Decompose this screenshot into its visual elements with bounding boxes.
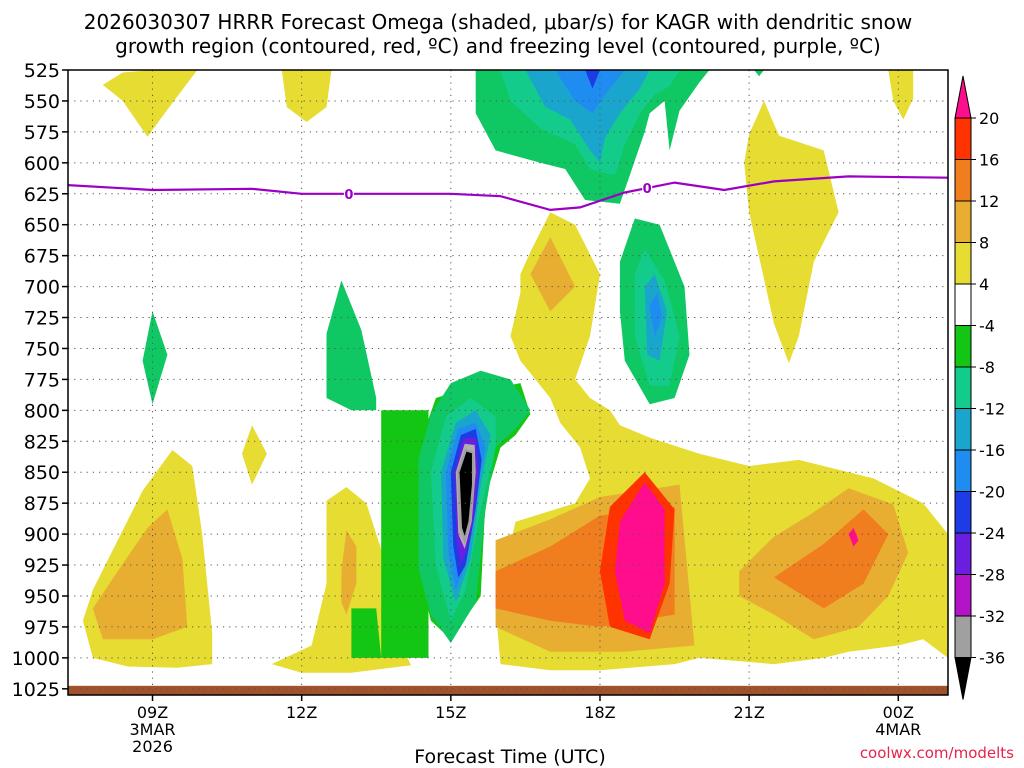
colorbar-segment-2 <box>954 159 972 202</box>
y-tick-label-825: 825 <box>24 431 60 453</box>
freezing-level-label-bg-1 <box>642 181 653 196</box>
y-tick-label-750: 750 <box>24 338 60 360</box>
omega-region-pos20-31 <box>614 482 665 634</box>
chart-title-line-2: growth region (contoured, red, ºC) and f… <box>115 34 881 58</box>
colorbar-label-11: -28 <box>979 566 1005 585</box>
y-tick-label-700: 700 <box>24 277 60 299</box>
surface-ground-strip <box>68 685 948 695</box>
omega-region-neg24-37 <box>585 70 600 89</box>
colorbar-label-4: 4 <box>979 275 989 294</box>
freezing-level-label-1: 0 <box>643 182 652 197</box>
y-tick-label-1000: 1000 <box>12 648 60 670</box>
x-tick-label-00Z-1: 4MAR <box>875 720 921 739</box>
colorbar-segment-5 <box>954 283 972 326</box>
colorbar-label-2: 12 <box>979 192 999 211</box>
colorbar-label-3: 8 <box>979 234 989 253</box>
x-tick-label-00Z-0: 00Z <box>883 703 914 722</box>
omega-core-outline-0 <box>457 448 475 545</box>
colorbar-segment-7 <box>954 366 972 409</box>
freezing-level-label-0: 0 <box>344 188 353 203</box>
omega-region-pos12-23 <box>774 509 889 609</box>
colorbar-top-arrow <box>954 75 972 119</box>
y-tick-label-850: 850 <box>24 462 60 484</box>
colorbar-label-5: -4 <box>979 317 995 336</box>
omega-region-pos8-12 <box>92 509 188 640</box>
omega-shading-layer <box>68 70 948 695</box>
omega-region-pos4-1 <box>281 70 332 122</box>
colorbar-segment-6 <box>954 325 972 368</box>
x-tick-label-09Z-0: 09Z <box>137 703 168 722</box>
omega-region-neg4-9 <box>351 608 382 658</box>
plot-frame <box>67 69 949 696</box>
colorbar-bottom-arrow <box>954 657 972 700</box>
omega-region-pos8-13 <box>341 530 357 615</box>
colorbar: 20 16 12 8 4 -4 -8 -12 -16 -20 -24 -28 -32 -36 <box>954 75 1005 700</box>
y-tick-label-600: 600 <box>24 153 60 175</box>
omega-region-neg20-34 <box>649 292 663 337</box>
omega-region-neg8-18 <box>142 311 168 405</box>
omega-region-neg8-17 <box>326 280 377 411</box>
chart-title-line-1: 2026030307 HRRR Forecast Omega (shaded, … <box>84 10 912 34</box>
y-tick-label-900: 900 <box>24 524 60 546</box>
y-tick-label-525: 525 <box>24 60 60 82</box>
omega-region-pos4-7 <box>242 425 267 485</box>
omega-region-pos8-11 <box>530 237 576 312</box>
freezing-level-label-bg-0 <box>343 186 354 201</box>
y-tick-label-725: 725 <box>24 308 60 330</box>
y-tick-label-875: 875 <box>24 493 60 515</box>
gridlines <box>68 69 948 695</box>
freezing-level-line <box>67 175 949 212</box>
y-axis: 525 550 575 600 625 650 675 700 725 750 775 800 825 8… <box>12 60 68 701</box>
omega-region-neg20-35 <box>555 70 625 114</box>
omega-region-neg8-21 <box>754 70 764 77</box>
y-tick-label-975: 975 <box>24 617 60 639</box>
colorbar-label-13: -36 <box>979 649 1005 668</box>
x-tick-label-12Z-0: 12Z <box>286 703 317 722</box>
colorbar-label-7: -12 <box>979 400 1005 419</box>
omega-region-pos4-2 <box>888 70 914 120</box>
y-tick-label-950: 950 <box>24 586 60 608</box>
y-tick-label-775: 775 <box>24 369 60 391</box>
colorbar-segment-9 <box>954 449 972 492</box>
x-tick-label-18Z-0: 18Z <box>584 703 615 722</box>
watermark-text: coolwx.com/modelts <box>860 744 1014 762</box>
y-tick-label-550: 550 <box>24 91 60 113</box>
omega-region-pos20-32 <box>848 527 859 547</box>
colorbar-segment-13 <box>954 615 972 658</box>
omega-region-pos4-0 <box>102 70 198 137</box>
x-tick-label-09Z-1: 3MAR <box>129 720 175 739</box>
y-tick-label-1025: 1025 <box>12 679 60 701</box>
omega-region-neg4-10 <box>381 410 429 658</box>
colorbar-label-12: -32 <box>979 607 1005 626</box>
colorbar-label-8: -16 <box>979 441 1005 460</box>
x-tick-label-09Z-2: 2026 <box>132 737 173 756</box>
y-tick-label-800: 800 <box>24 400 60 422</box>
colorbar-label-1: 16 <box>979 151 999 170</box>
y-tick-label-625: 625 <box>24 184 60 206</box>
y-tick-label-650: 650 <box>24 215 60 237</box>
colorbar-segment-11 <box>954 532 972 575</box>
colorbar-segment-4 <box>954 242 972 285</box>
x-tick-label-21Z-0: 21Z <box>733 703 764 722</box>
y-tick-label-575: 575 <box>24 122 60 144</box>
y-tick-label-675: 675 <box>24 246 60 268</box>
colorbar-segment-1 <box>954 117 972 160</box>
colorbar-label-10: -24 <box>979 524 1005 543</box>
colorbar-label-0: 20 <box>979 109 999 128</box>
omega-region-neg16-30 <box>525 70 650 163</box>
colorbar-label-6: -8 <box>979 358 995 377</box>
colorbar-segment-10 <box>954 491 972 534</box>
x-tick-label-15Z-0: 15Z <box>435 703 466 722</box>
colorbar-segment-8 <box>954 408 972 451</box>
colorbar-label-9: -20 <box>979 483 1005 502</box>
y-tick-label-925: 925 <box>24 555 60 577</box>
colorbar-segment-3 <box>954 200 972 243</box>
colorbar-segment-12 <box>954 574 972 617</box>
x-axis-label: Forecast Time (UTC) <box>414 746 605 768</box>
omega-region-pos4-3 <box>744 100 839 364</box>
